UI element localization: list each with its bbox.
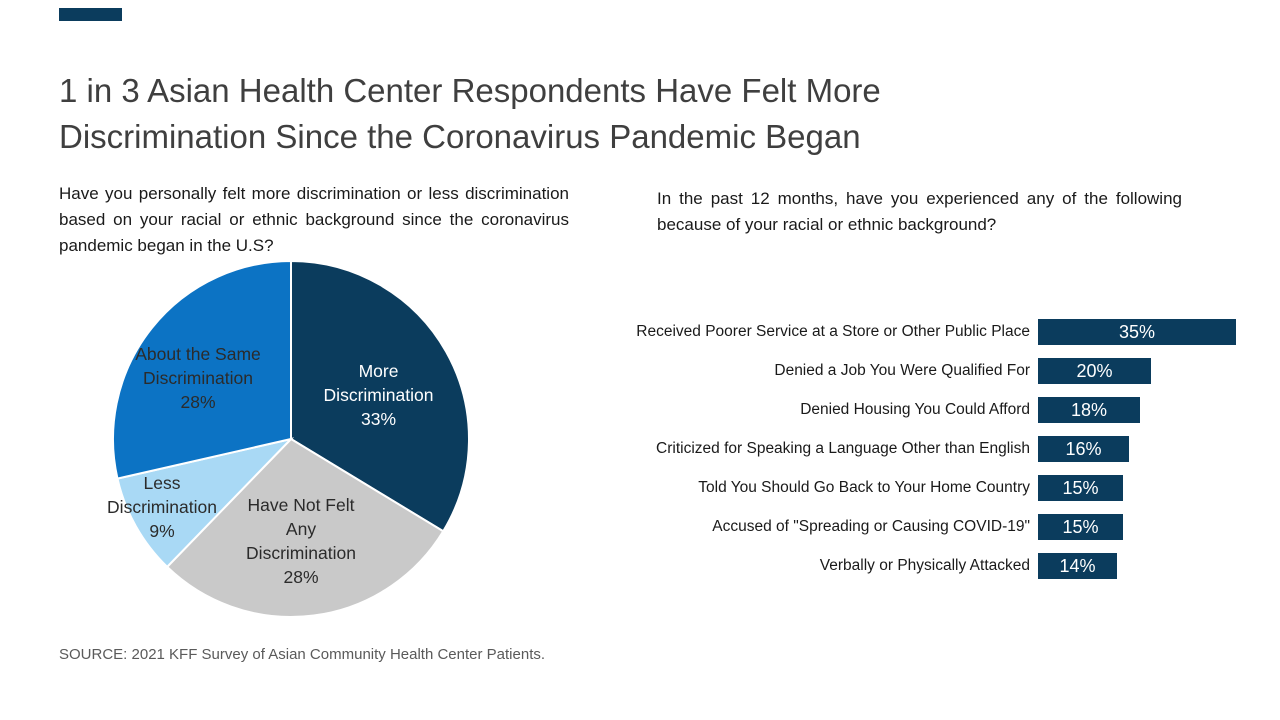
pie-svg <box>112 259 470 618</box>
bar-value-label: 18% <box>1070 399 1108 420</box>
bar-value-label: 15% <box>1062 516 1099 537</box>
bar-row: Accused of "Spreading or Causing COVID-1… <box>540 514 1280 540</box>
pie-label-value: 28% <box>283 567 319 588</box>
bar: 18% <box>1038 397 1140 423</box>
bar-chart: Received Poorer Service at a Store or Ot… <box>540 319 1280 592</box>
chart-title: 1 in 3 Asian Health Center Respondents H… <box>59 72 881 155</box>
bar-question: In the past 12 months, have you experien… <box>657 189 1182 234</box>
bar-category-label: Received Poorer Service at a Store or Ot… <box>636 323 1030 340</box>
pie-slice <box>112 259 292 480</box>
pie-chart: More Discrimination 33% Have Not Felt An… <box>107 259 471 619</box>
bar-row: Told You Should Go Back to Your Home Cou… <box>540 475 1280 501</box>
pie-label-same-discrimination: About the Same Discrimination 28% <box>123 342 273 414</box>
pie-slice <box>165 437 445 618</box>
pie-label-less-discrimination: Less Discrimination 9% <box>96 471 228 543</box>
bar: 20% <box>1038 358 1151 384</box>
bar-track: 16% <box>1038 436 1280 462</box>
bar-row: Criticized for Speaking a Language Other… <box>540 436 1280 462</box>
pie-label-text: More Discrimination <box>323 361 434 406</box>
accent-bar <box>59 8 122 21</box>
bar-track: 15% <box>1038 514 1280 540</box>
pie-slice <box>116 437 295 569</box>
bar-value-label: 16% <box>1065 438 1102 459</box>
bar-category-label: Denied a Job You Were Qualified For <box>774 362 1030 379</box>
bar-track: 20% <box>1038 358 1280 384</box>
bar-category-label: Denied Housing You Could Afford <box>800 401 1030 418</box>
bar-category-label: Told You Should Go Back to Your Home Cou… <box>698 479 1030 496</box>
pie-label-text: About the Same Discrimination <box>135 344 261 389</box>
source-note: SOURCE: 2021 KFF Survey of Asian Communi… <box>59 646 546 663</box>
bar: 35% <box>1038 319 1236 345</box>
bar-row: Denied Housing You Could Afford 18% <box>540 397 1280 423</box>
pie-label-more-discrimination: More Discrimination 33% <box>311 359 446 431</box>
bar-track: 14% <box>1038 553 1280 579</box>
bar-value-label: 14% <box>1059 555 1096 576</box>
pie-question: Have you personally felt more discrimina… <box>59 184 569 255</box>
bar-value-label: 15% <box>1062 477 1099 498</box>
bar-row: Denied a Job You Were Qualified For 20% <box>540 358 1280 384</box>
bar: 16% <box>1038 436 1129 462</box>
bar-value-label: 35% <box>1118 321 1156 342</box>
bar-track: 15% <box>1038 475 1280 501</box>
bar-track: 35% <box>1038 319 1280 345</box>
bar-category-label: Verbally or Physically Attacked <box>819 557 1030 574</box>
pie-label-value: 28% <box>180 392 216 413</box>
bar: 15% <box>1038 514 1123 540</box>
bar: 15% <box>1038 475 1123 501</box>
bar-value-label: 20% <box>1076 360 1113 381</box>
bar-row: Received Poorer Service at a Store or Ot… <box>540 319 1280 345</box>
bar-category-label: Criticized for Speaking a Language Other… <box>656 440 1030 457</box>
pie-label-text: Have Not Felt Any Discrimination <box>246 495 356 564</box>
bar: 14% <box>1038 553 1117 579</box>
pie-label-value: 9% <box>149 521 175 542</box>
bar-category-label: Accused of "Spreading or Causing COVID-1… <box>712 518 1030 535</box>
pie-label-value: 33% <box>360 409 397 430</box>
pie-label-text: Less Discrimination <box>107 473 217 518</box>
pie-slice <box>290 259 470 533</box>
bar-track: 18% <box>1038 397 1280 423</box>
pie-label-no-discrimination: Have Not Felt Any Discrimination 28% <box>238 493 364 590</box>
bar-row: Verbally or Physically Attacked 14% <box>540 553 1280 579</box>
